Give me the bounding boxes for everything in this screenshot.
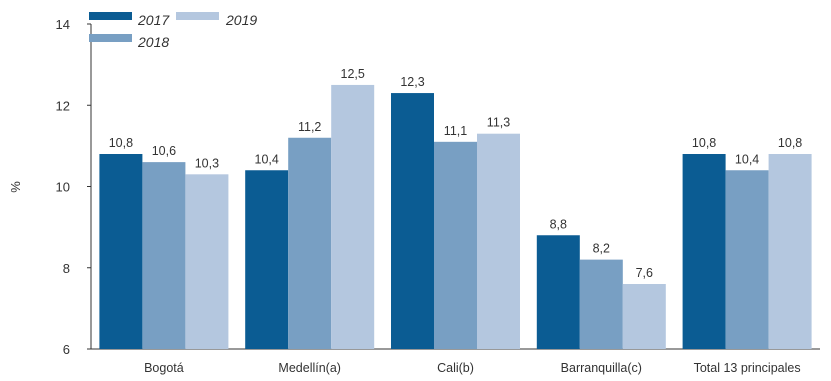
data-label: 10,8 (692, 136, 716, 150)
legend-swatch (89, 34, 132, 42)
data-label: 12,3 (400, 75, 424, 89)
data-label: 11,3 (487, 116, 510, 130)
data-label: 10,8 (109, 136, 133, 150)
category-label: Bogotá (144, 361, 184, 375)
category-label: Medellín(a) (278, 361, 341, 375)
legend: 2017 2018 2019 (89, 12, 257, 50)
data-label: 7,6 (636, 266, 653, 280)
legend-swatch (176, 12, 219, 20)
bar (185, 174, 229, 349)
bar (725, 170, 769, 349)
x-axis-categories: Bogotá Medellín(a) Cali(b) Barranquilla(c) T… (144, 361, 801, 375)
y-tick-label: 8 (63, 261, 70, 276)
data-label: 11,1 (444, 124, 467, 138)
bar (768, 154, 812, 349)
y-tick-label: 14 (56, 17, 70, 32)
y-tick-label: 6 (63, 342, 70, 357)
bar (434, 141, 477, 349)
y-tick-label: 10 (56, 180, 70, 195)
bar (682, 154, 726, 349)
bar (331, 84, 375, 349)
category-label: Cali(b) (437, 361, 474, 375)
data-label: 12,5 (341, 67, 365, 81)
data-label: 10,8 (778, 136, 802, 150)
data-label: 10,4 (255, 152, 279, 166)
y-axis-label: % (8, 181, 23, 193)
category-label: Total 13 principales (694, 361, 801, 375)
category-label: Barranquilla(c) (561, 361, 642, 375)
legend-swatch (89, 12, 132, 20)
data-label: 10,6 (152, 144, 176, 158)
data-labels: 10,8 10,6 10,3 10,4 11,2 12,5 12,3 11,1 11,3 8,8 8… (109, 67, 803, 280)
bar (536, 235, 580, 349)
bar (391, 93, 434, 349)
bars (99, 84, 812, 349)
bar (245, 170, 289, 349)
y-axis-ticks: 6 8 10 12 14 (56, 17, 91, 357)
bar (99, 154, 143, 349)
data-label: 11,2 (298, 120, 321, 134)
y-tick-label: 12 (56, 98, 70, 113)
data-label: 8,8 (550, 217, 567, 231)
bar (288, 137, 332, 349)
data-label: 8,2 (593, 242, 610, 256)
data-label: 10,4 (735, 152, 759, 166)
bar (477, 133, 520, 349)
legend-label: 2019 (225, 12, 257, 28)
bar (622, 284, 666, 349)
legend-label: 2018 (137, 34, 169, 50)
data-label: 10,3 (195, 156, 219, 170)
bar (579, 259, 623, 349)
legend-label: 2017 (137, 12, 170, 28)
bar (142, 162, 186, 349)
